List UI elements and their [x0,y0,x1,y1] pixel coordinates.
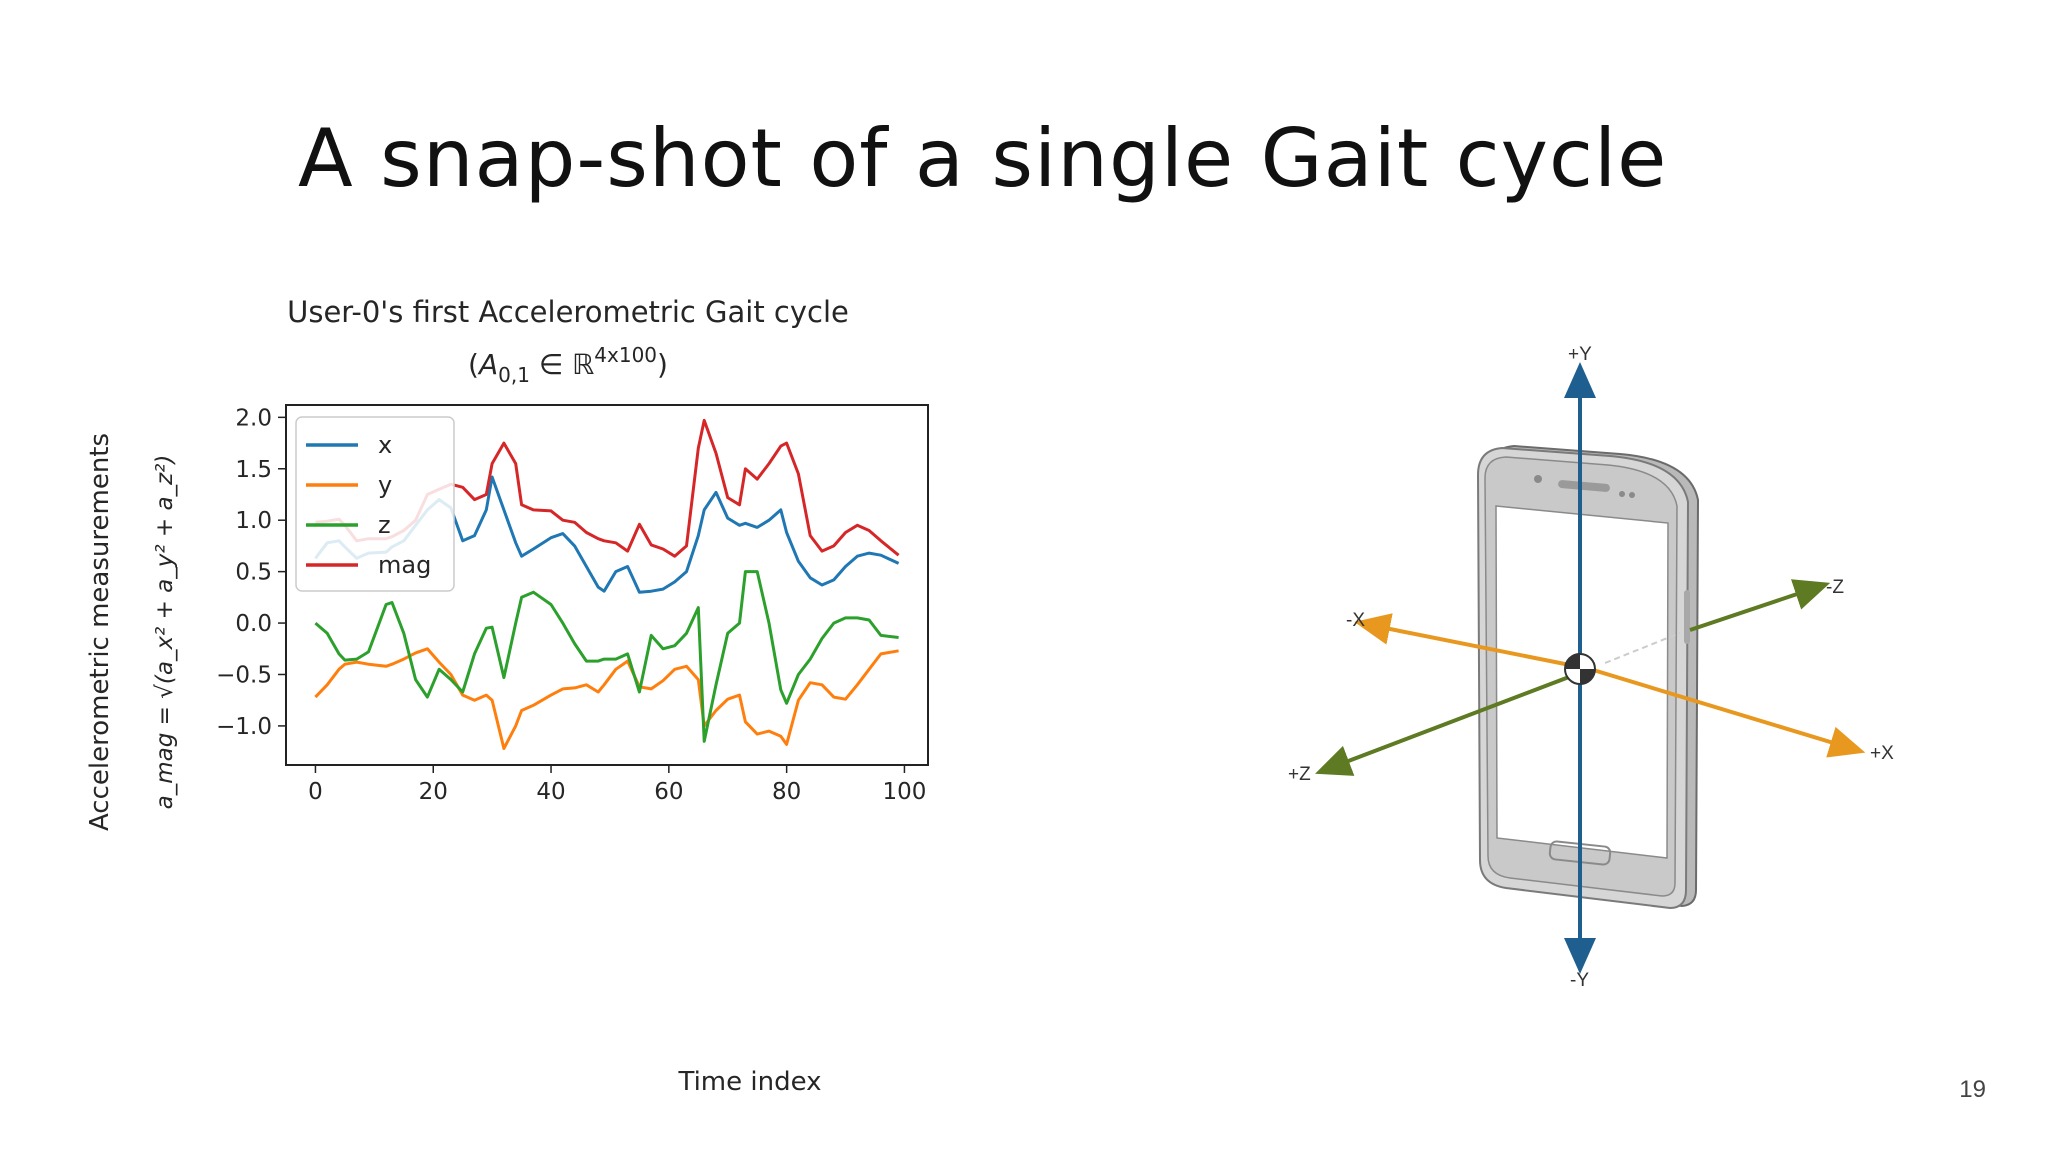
slide-title: A snap-shot of a single Gait cycle [298,112,1668,205]
label-plus-y: +Y [1568,344,1592,365]
chart-title-group: User-0's first Accelerometric Gait cycle… [287,295,849,387]
y-axis-label-group: Accelerometric measurements a_mag = √(a_… [85,433,178,831]
legend-label-mag: mag [378,551,431,579]
series-line-y [314,647,899,750]
label-plus-z: +Z [1288,764,1311,785]
x-tick-label: 80 [772,779,801,805]
y-tick-label: 0.0 [235,611,272,637]
x-axis-arrow [1354,613,1866,758]
legend-label-y: y [378,471,392,499]
legend-box [295,416,455,592]
chart-title: User-0's first Accelerometric Gait cycle [287,295,849,329]
x-tick-label: 20 [419,779,448,805]
diagram-axis-labels: +Y -Y -X +X +Z -Z [1288,344,1894,991]
y-tick-label: −0.5 [216,662,272,688]
chart-legend: xyz mag [295,416,455,592]
x-tick-label: 60 [654,779,683,805]
y-tick-label: 1.5 [235,457,272,483]
legend-label-x: x [378,431,392,459]
y-tick-label: 0.5 [235,560,272,586]
legend-label-z: z [378,511,391,539]
y-axis-formula: a_mag = √(a_x² + a_y² + a_z²) [152,455,178,810]
x-tick-label: 100 [882,779,926,805]
gait-cycle-chart: User-0's first Accelerometric Gait cycle… [85,295,929,1097]
label-plus-x: +X [1870,743,1894,764]
x-tick-label: 0 [308,779,323,805]
x-tick-label: 40 [536,779,565,805]
z-axis-arrow [1315,579,1831,776]
y-tick-label: −1.0 [216,714,272,740]
chart-subtitle: (A0,1 ∈ ℝ4x100) [468,343,668,387]
label-minus-z: -Z [1826,577,1844,598]
y-tick-label: 2.0 [235,405,272,431]
series-line-z [314,570,899,743]
label-minus-x: -X [1346,610,1365,631]
phone-axes-diagram: +Y -Y -X +X +Z -Z [1288,344,1894,991]
page-number: 19 [1959,1076,1986,1103]
plot-frame [285,404,929,766]
x-axis-label: Time index [677,1067,821,1097]
y-axis-label: Accelerometric measurements [85,433,115,831]
y-tick-label: 1.0 [235,508,272,534]
label-minus-y: -Y [1570,970,1589,991]
origin-marker-icon [1564,653,1596,685]
